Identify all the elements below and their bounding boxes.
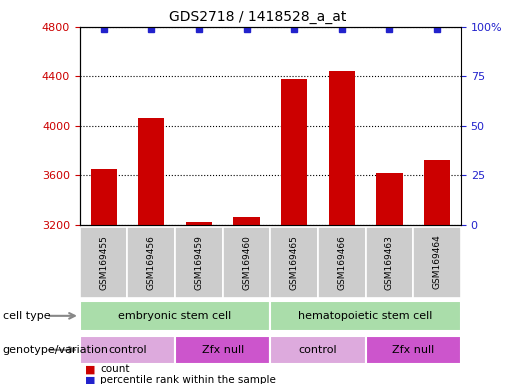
Bar <box>366 227 413 298</box>
Text: Zfx null: Zfx null <box>392 345 435 355</box>
Text: control: control <box>108 345 147 355</box>
Text: genotype/variation: genotype/variation <box>3 345 109 355</box>
Bar <box>366 336 461 364</box>
Bar <box>413 227 461 298</box>
Bar <box>186 222 212 225</box>
Text: percentile rank within the sample: percentile rank within the sample <box>100 375 277 384</box>
Text: cell type: cell type <box>3 311 50 321</box>
Bar <box>329 71 355 225</box>
Bar <box>80 227 128 298</box>
Text: GDS2718 / 1418528_a_at: GDS2718 / 1418528_a_at <box>169 10 346 23</box>
Text: count: count <box>100 364 130 374</box>
Bar <box>270 227 318 298</box>
Bar <box>318 227 366 298</box>
Text: ■: ■ <box>85 364 95 374</box>
Text: control: control <box>299 345 337 355</box>
Text: GSM169460: GSM169460 <box>242 235 251 290</box>
Bar <box>376 173 403 225</box>
Text: GSM169455: GSM169455 <box>99 235 108 290</box>
Text: GSM169465: GSM169465 <box>290 235 299 290</box>
Bar <box>138 118 164 225</box>
Text: embryonic stem cell: embryonic stem cell <box>118 311 232 321</box>
Bar <box>424 161 450 225</box>
Text: GSM169456: GSM169456 <box>147 235 156 290</box>
Text: GSM169463: GSM169463 <box>385 235 394 290</box>
Bar <box>175 336 270 364</box>
Bar <box>233 217 260 225</box>
Bar <box>270 336 366 364</box>
Bar <box>270 301 461 331</box>
Text: GSM169466: GSM169466 <box>337 235 346 290</box>
Bar <box>222 227 270 298</box>
Bar <box>175 227 222 298</box>
Bar <box>80 336 175 364</box>
Bar <box>91 169 117 225</box>
Bar <box>128 227 175 298</box>
Text: GSM169464: GSM169464 <box>433 235 441 290</box>
Bar <box>80 301 270 331</box>
Text: ■: ■ <box>85 375 95 384</box>
Text: Zfx null: Zfx null <box>201 345 244 355</box>
Text: GSM169459: GSM169459 <box>195 235 203 290</box>
Text: hematopoietic stem cell: hematopoietic stem cell <box>299 311 433 321</box>
Bar <box>281 79 307 225</box>
